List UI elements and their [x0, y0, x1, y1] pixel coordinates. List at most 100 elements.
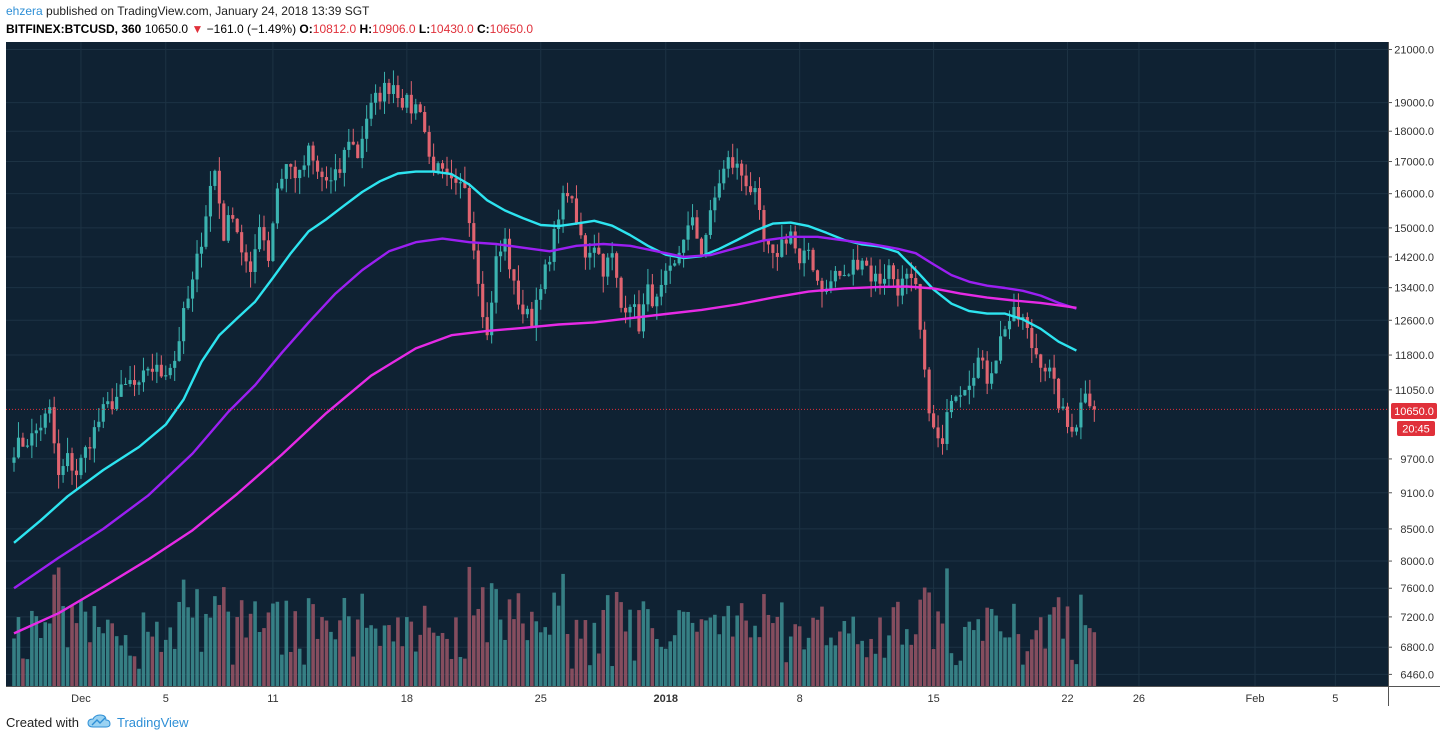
volume-bar [927, 592, 931, 686]
candle-body [574, 198, 579, 224]
candle-body [271, 223, 275, 261]
author-link[interactable]: ehzera [6, 4, 43, 18]
volume-bar [632, 660, 637, 686]
volume-bar [619, 602, 623, 686]
candle-body [226, 215, 230, 241]
volume-bar [1092, 632, 1097, 686]
candle-body [481, 283, 485, 318]
volume-bar [1079, 594, 1083, 686]
volume-bar [311, 604, 315, 686]
candle-body [592, 247, 596, 253]
candle-body [284, 164, 288, 179]
volume-bar [38, 638, 43, 686]
candle-body [418, 104, 422, 113]
volume-bar [713, 614, 717, 686]
candle-body [262, 227, 266, 241]
tradingview-link[interactable]: TradingView [116, 715, 189, 730]
y-tick-label: 12600.0 [1394, 315, 1434, 327]
volume-bar [489, 583, 494, 686]
volume-bar [534, 621, 539, 686]
moving-average-line [13, 235, 1077, 590]
volume-bar [525, 640, 530, 686]
volume-bar [896, 601, 900, 686]
candles [12, 70, 1096, 491]
candle-body [1065, 406, 1070, 427]
price-chart[interactable]: 21000.0 19000.0 18000.0 17000.0 16000.0 15000… [0, 38, 1440, 710]
volume-bar [266, 612, 271, 686]
volume-bars [12, 566, 1097, 686]
volume-bar [1025, 651, 1030, 686]
candle-body [440, 163, 445, 169]
candle-body [650, 284, 654, 307]
candle-body [833, 270, 837, 282]
volume-bar [614, 591, 619, 686]
candle-body [994, 360, 998, 374]
volume-bar [1030, 639, 1034, 686]
volume-bar [588, 665, 592, 686]
volume-bar [364, 627, 369, 686]
volume-bar [552, 592, 556, 686]
candle-body [918, 284, 922, 330]
volume-bar [739, 603, 744, 686]
volume-bar [418, 634, 423, 686]
volume-bar [1016, 634, 1021, 686]
candle-body [887, 265, 891, 279]
candle-body [182, 308, 186, 342]
y-tick-label: 19000.0 [1394, 98, 1434, 110]
volume-bar [1052, 607, 1056, 686]
candle-body [775, 252, 779, 257]
volume-bar [882, 657, 887, 686]
volume-bar [838, 631, 842, 686]
x-tick-label: 11 [267, 693, 278, 705]
volume-bar [253, 601, 257, 686]
volume-bar [998, 631, 1003, 686]
candle-body [115, 396, 119, 410]
volume-bar [623, 631, 628, 686]
volume-bar [342, 597, 347, 686]
volume-bar [784, 662, 789, 686]
candle-body [699, 238, 704, 255]
volume-bar [887, 635, 891, 686]
volume-bar [351, 656, 356, 686]
volume-bar [954, 665, 958, 686]
volume-bar [864, 657, 869, 686]
candle-body [735, 163, 739, 168]
volume-bar [592, 622, 597, 686]
volume-bar [913, 634, 918, 686]
volume-bar [338, 620, 342, 686]
volume-bar [494, 589, 498, 686]
volume-bar [922, 587, 927, 686]
y-tick-label: 11800.0 [1395, 350, 1434, 362]
volume-bar [516, 593, 521, 686]
volume-bar [704, 620, 708, 686]
volume-bar [905, 629, 909, 686]
volume-bar [168, 627, 173, 686]
candle-body [1039, 354, 1043, 368]
volume-bar [396, 617, 400, 686]
candle-body [311, 145, 315, 161]
volume-bar [114, 636, 119, 686]
candle-body [356, 144, 360, 159]
candle-body [16, 437, 21, 458]
volume-bar [387, 625, 391, 686]
volume-bar [244, 637, 248, 686]
candle-body [873, 273, 878, 282]
volume-bar [480, 587, 485, 686]
volume-bar [293, 611, 298, 686]
candle-body [396, 85, 400, 98]
volume-bar [846, 633, 851, 686]
candle-body [213, 170, 217, 186]
y-tick-label: 13400.0 [1394, 283, 1434, 295]
volume-bar [436, 635, 440, 686]
volume-bar [967, 621, 972, 686]
candle-body [92, 427, 96, 449]
candle-body [333, 169, 337, 181]
candle-body [1079, 402, 1083, 428]
candle-body [146, 368, 150, 371]
candle-body [449, 173, 454, 179]
candle-body [673, 263, 677, 266]
candle-body [882, 278, 887, 284]
volume-bar [257, 632, 262, 686]
volume-bar [347, 616, 351, 686]
candle-body [168, 367, 172, 376]
